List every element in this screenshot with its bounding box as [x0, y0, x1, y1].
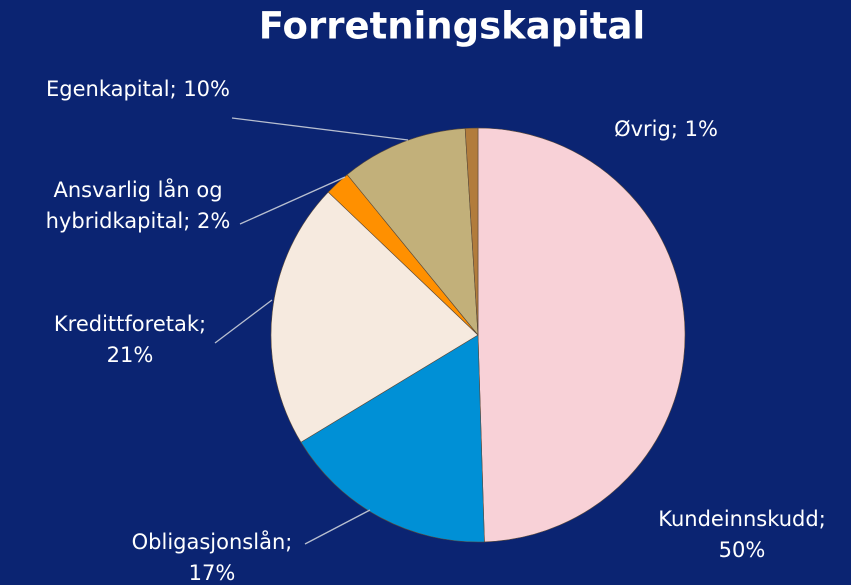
data-label-line: 50% [719, 538, 766, 562]
pie-slice [477, 127, 686, 543]
data-label: Ansvarlig lån og hybridkapital; 2% [46, 177, 231, 233]
data-label: Obligasjonslån; 17% [132, 529, 293, 585]
data-label-line: 21% [107, 343, 154, 367]
data-label-line: Kundeinnskudd; [658, 507, 826, 531]
data-label: Øvrig; 1% [614, 117, 718, 141]
leader-line [304, 509, 371, 545]
data-label-line: Obligasjonslån; [132, 529, 293, 554]
pie-slice [270, 191, 479, 443]
leader-line [231, 117, 409, 141]
leader-line [214, 299, 273, 344]
pie-slice [300, 334, 485, 543]
data-label-line: 17% [189, 561, 236, 585]
pie-slice [346, 128, 479, 336]
data-label-line: hybridkapital; 2% [46, 209, 231, 233]
data-label: Kundeinnskudd; 50% [658, 507, 826, 562]
data-label: Egenkapital; 10% [46, 77, 230, 101]
pie-slice [464, 127, 479, 336]
data-label-line: Ansvarlig lån og [53, 177, 222, 202]
data-label-line: Egenkapital; 10% [46, 77, 230, 101]
leader-lines [214, 117, 409, 545]
data-label-line: Øvrig; 1% [614, 117, 718, 141]
data-label: Kredittforetak; 21% [54, 312, 206, 367]
data-label-line: Kredittforetak; [54, 312, 206, 336]
leader-line [239, 176, 346, 225]
chart-title: Forretningskapital [259, 5, 645, 48]
